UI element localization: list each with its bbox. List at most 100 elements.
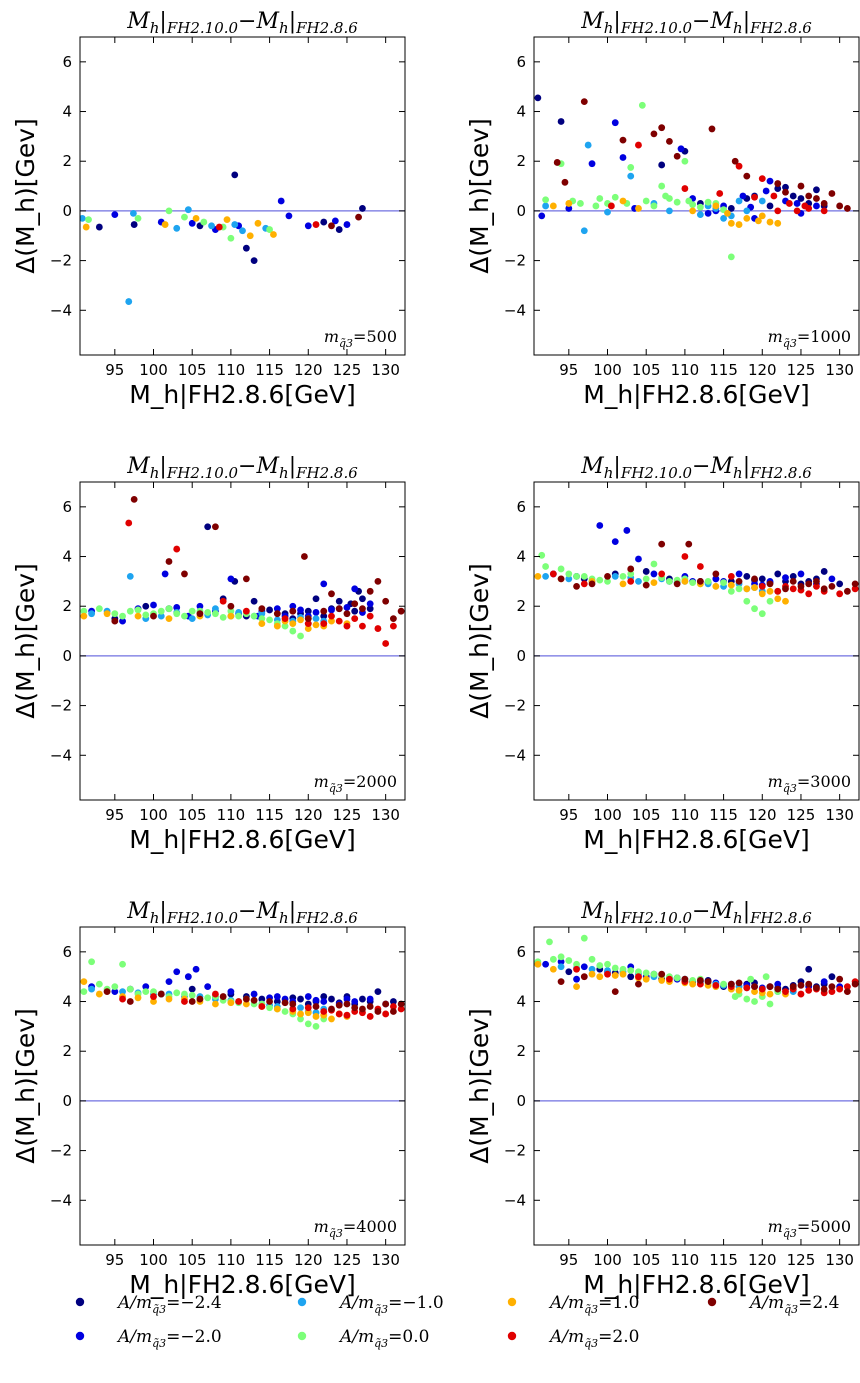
data-point [549,965,557,973]
squark-mass-annotation: mq̃3=5000 [768,1217,851,1240]
data-point [565,570,573,578]
data-point [782,188,789,196]
data-point [258,605,266,613]
data-point [125,519,133,527]
data-point [242,575,250,583]
data-point [534,960,542,968]
data-point [359,595,366,603]
data-point [343,995,351,1003]
data-point [681,577,689,585]
data-point [774,180,782,187]
data-point [389,622,397,630]
data-point [743,172,751,180]
series-5 [534,573,789,605]
data-point [611,964,619,972]
data-point [727,253,735,261]
series-4 [542,101,735,261]
data-point [181,213,188,221]
x-tick-label: 115 [709,1251,738,1269]
data-point [250,612,258,620]
data-point [119,617,126,625]
legend-label: A/mq̃3=−1.0 [338,1293,444,1316]
x-tick-label: 115 [709,806,738,824]
data-point [696,977,704,984]
data-point [289,1005,297,1013]
data-point [762,187,770,195]
x-tick-label: 95 [105,1251,124,1269]
data-point [328,1015,335,1023]
data-point [273,993,281,1000]
data-point [374,577,382,585]
data-point [596,962,604,969]
data-point [196,610,204,618]
data-point [727,205,735,212]
data-point [119,988,126,995]
data-point [119,995,126,1003]
x-tick-label: 110 [671,1251,700,1269]
data-point [389,998,397,1005]
x-tick-label: 100 [139,1251,168,1269]
data-points [80,958,405,1030]
data-point [604,573,611,580]
data-point [382,1010,390,1018]
data-point [797,195,805,202]
data-point [129,209,137,217]
data-point [642,975,650,983]
data-point [789,577,797,585]
data-point [366,612,374,620]
data-point [766,202,774,210]
data-point [304,1020,312,1028]
data-point [328,995,335,1003]
data-point [212,523,219,531]
data-point [573,983,580,991]
data-point [580,934,588,942]
data-point [227,607,235,615]
data-point [351,607,359,615]
x-tick-label: 105 [632,1251,661,1269]
data-point [635,973,642,981]
scatter-panel-5: 95 100 105 110 115 120 125 130 −4 −2 0 2 4 6 Mh|FH2.10… [11,899,406,1299]
data-point [196,995,204,1003]
data-point [588,160,596,168]
data-point [320,612,328,620]
data-point [335,1001,343,1009]
data-point [126,998,134,1005]
data-point [111,988,119,995]
x-tick-label: 115 [709,361,738,379]
data-points [534,934,859,1008]
data-point [312,609,320,616]
data-point [658,977,666,984]
data-point [677,145,685,153]
data-point [561,178,569,186]
data-point [727,219,735,227]
data-point [250,257,258,264]
x-tick-label: 110 [671,361,700,379]
data-point [557,953,565,961]
data-point [227,612,235,620]
data-point [173,604,181,611]
legend-label: A/mq̃3=1.0 [548,1293,639,1316]
data-point [642,581,650,589]
series-5 [82,214,277,240]
x-tick-label: 125 [333,361,362,379]
squark-mass-annotation: mq̃3=4000 [314,1217,397,1240]
data-point [359,205,366,212]
data-point [658,970,666,978]
data-point [181,990,188,998]
data-point [184,973,192,981]
x-tick-label: 130 [825,806,854,824]
x-tick-label: 95 [559,1251,578,1269]
data-point [805,192,813,200]
x-tick-label: 120 [294,361,323,379]
data-point [619,197,627,205]
y-tick-label: 4 [516,548,526,566]
data-point [297,1004,304,1012]
data-point [666,207,673,215]
x-tick-label: 125 [787,806,816,824]
data-point [542,573,550,580]
data-point [188,991,196,999]
data-point [297,616,304,624]
data-point [743,995,751,1003]
data-point [111,983,119,991]
data-point [735,162,743,170]
